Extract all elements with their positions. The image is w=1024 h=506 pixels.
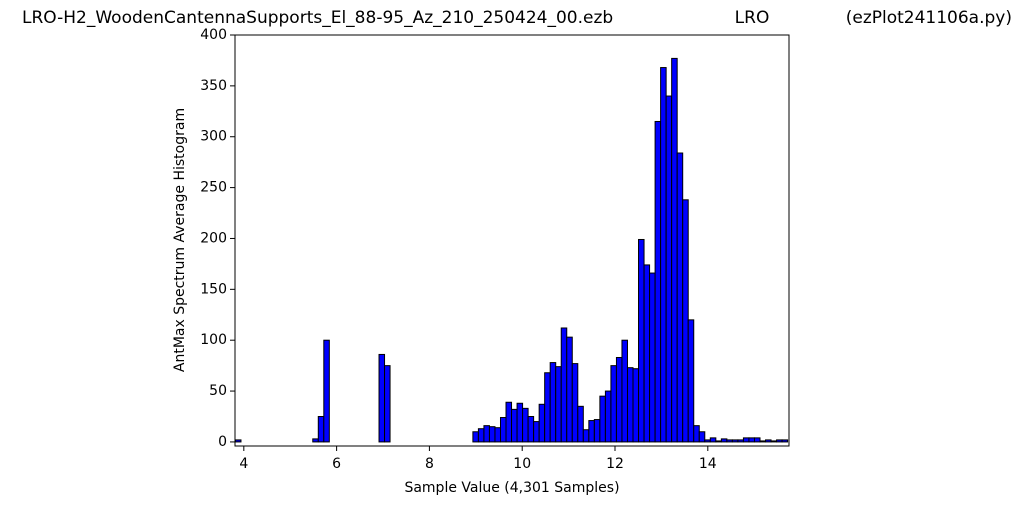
y-tick-label: 400: [200, 27, 227, 43]
y-tick-label: 250: [200, 180, 227, 196]
bar: [549, 362, 557, 443]
bar: [671, 57, 678, 443]
bar: [693, 425, 700, 443]
bar: [511, 408, 518, 443]
bar: [643, 264, 651, 443]
bar: [660, 67, 667, 443]
bar: [483, 425, 490, 443]
y-tick-label: 300: [200, 129, 227, 145]
bar: [726, 439, 733, 443]
title-center: LRO: [735, 8, 770, 28]
bar: [709, 437, 717, 443]
bar: [676, 152, 684, 443]
x-tick-label: 12: [606, 456, 624, 472]
bar: [610, 365, 617, 443]
bar: [604, 390, 612, 443]
bar: [566, 336, 573, 443]
bar: [731, 439, 739, 443]
bar: [654, 120, 662, 443]
bar: [737, 439, 744, 443]
bar: [544, 372, 551, 443]
y-tick-label: 150: [200, 281, 227, 297]
bar: [538, 403, 546, 443]
y-tick-label: 50: [209, 383, 227, 399]
x-tick-label: 4: [239, 456, 248, 472]
bar: [378, 353, 386, 443]
bar: [599, 395, 606, 443]
bar: [698, 431, 706, 443]
bar: [753, 437, 761, 443]
y-tick-label: 200: [200, 230, 227, 246]
bar: [742, 437, 750, 443]
bar: [776, 439, 783, 443]
bar: [687, 319, 695, 443]
bar: [781, 439, 789, 443]
bar: [638, 238, 645, 443]
bar: [234, 439, 242, 443]
bar: [505, 401, 513, 443]
title-left: LRO-H2_WoodenCantennaSupports_El_88-95_A…: [22, 8, 613, 28]
bar: [571, 363, 579, 443]
bar: [704, 439, 711, 443]
bar: [682, 199, 689, 443]
y-tick-label: 100: [200, 332, 227, 348]
bar: [582, 429, 590, 443]
bar: [748, 437, 755, 443]
x-tick-label: 14: [699, 456, 717, 472]
x-tick-label: 6: [332, 456, 341, 472]
y-tick-label: 0: [218, 434, 227, 450]
y-tick-label: 350: [200, 78, 227, 94]
bar: [720, 438, 728, 443]
bar: [384, 365, 391, 443]
bar: [588, 420, 595, 443]
bar: [323, 339, 330, 443]
bar: [593, 419, 601, 443]
bar: [626, 367, 634, 443]
bar: [312, 438, 319, 443]
bar: [665, 95, 673, 443]
bar: [770, 440, 778, 443]
bar: [516, 402, 524, 443]
bar: [499, 417, 507, 443]
bar: [632, 368, 640, 443]
bar: [765, 439, 772, 443]
bar: [522, 407, 529, 443]
y-axis-label: AntMax Spectrum Average Histogram: [172, 108, 188, 372]
x-axis-label: Sample Value (4,301 Samples): [404, 480, 619, 496]
bar: [577, 405, 584, 443]
bar: [488, 426, 496, 443]
bar: [477, 428, 485, 443]
bar: [472, 431, 479, 443]
bar: [715, 440, 722, 443]
bar: [649, 272, 656, 443]
plot-frame: [234, 34, 790, 447]
bar: [615, 356, 623, 443]
bar: [759, 440, 767, 443]
bar: [494, 427, 501, 443]
title-right: (ezPlot241106a.py): [846, 8, 1012, 28]
bar: [621, 339, 628, 443]
bar: [527, 415, 535, 443]
x-tick-label: 8: [425, 456, 434, 472]
bar: [560, 327, 568, 443]
bar: [533, 421, 540, 443]
bar: [317, 415, 325, 443]
bar: [555, 366, 562, 443]
x-tick-label: 10: [513, 456, 531, 472]
